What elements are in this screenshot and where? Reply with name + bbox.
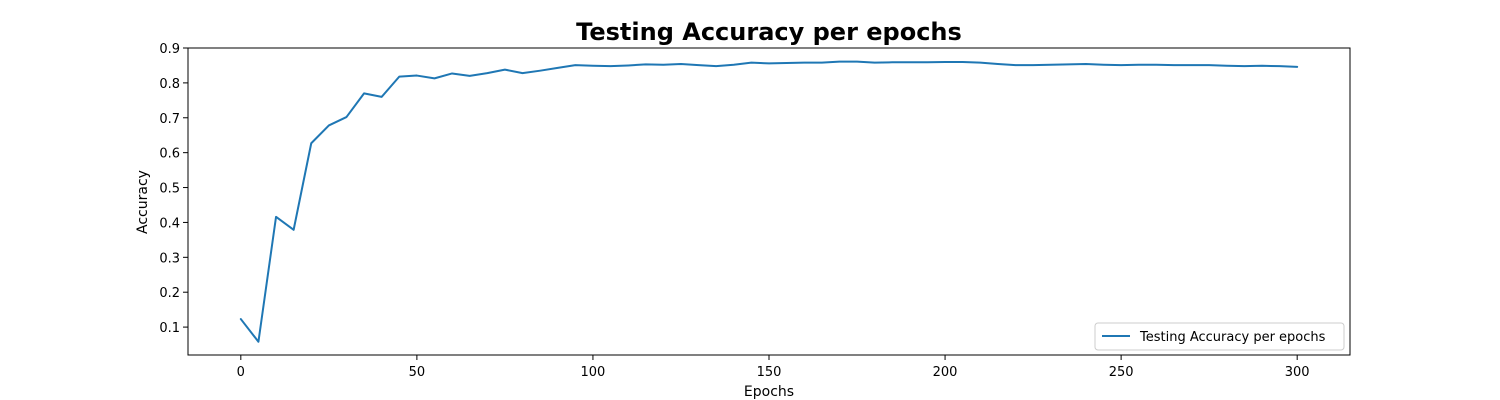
chart-title: Testing Accuracy per epochs	[576, 18, 962, 46]
x-axis: 0 50 100 150 200 250 300	[237, 355, 1310, 380]
x-tick-label: 250	[1109, 365, 1134, 380]
x-tick-label: 50	[409, 365, 426, 380]
y-tick-label: 0.7	[159, 112, 180, 127]
y-axis: 0.1 0.2 0.3 0.4 0.5 0.6 0.7 0.8 0.9	[159, 42, 188, 336]
x-tick-label: 100	[581, 365, 606, 380]
series-line-0	[239, 60, 1299, 343]
y-tick-label: 0.2	[159, 286, 180, 301]
x-tick-label: 150	[757, 365, 782, 380]
legend: Testing Accuracy per epochs	[1094, 322, 1345, 351]
x-tick-label: 300	[1285, 365, 1310, 380]
y-tick-label: 0.6	[159, 147, 180, 162]
y-tick-label: 0.3	[159, 251, 180, 266]
y-axis-label: Accuracy	[135, 170, 151, 234]
plot-area	[239, 60, 1299, 343]
x-tick-label: 0	[237, 365, 245, 380]
legend-label: Testing Accuracy per epochs	[1139, 330, 1326, 345]
legend-box	[1094, 322, 1345, 351]
y-tick-label: 0.1	[159, 321, 180, 336]
y-tick-label: 0.4	[159, 216, 180, 231]
y-tick-label: 0.5	[159, 182, 180, 197]
y-tick-label: 0.8	[159, 77, 180, 92]
x-tick-label: 200	[933, 365, 958, 380]
x-axis-label: Epochs	[744, 384, 794, 400]
y-tick-label: 0.9	[159, 42, 180, 57]
